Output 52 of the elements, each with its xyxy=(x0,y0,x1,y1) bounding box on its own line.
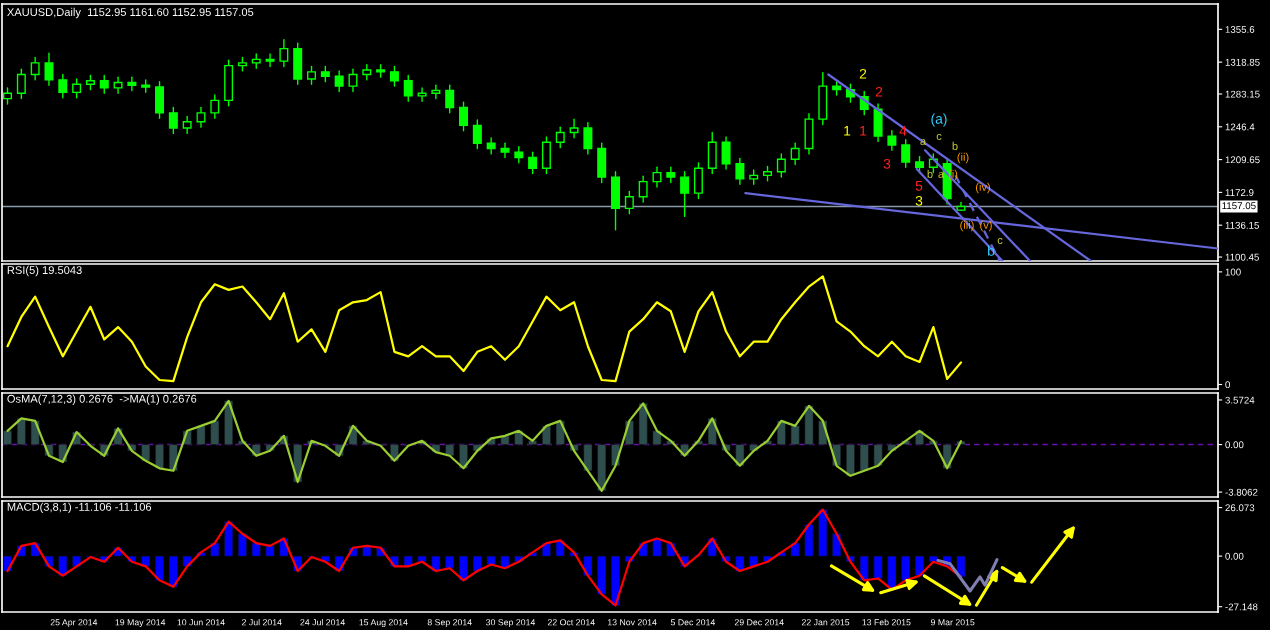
y-tick-label: 1318.85 xyxy=(1225,58,1260,66)
chart-title: OsMA(7,12,3) 0.2676 ->MA(1) 0.2676 xyxy=(7,394,197,405)
x-tick-label: 19 May 2014 xyxy=(115,619,166,628)
x-tick-label: 13 Nov 2014 xyxy=(607,619,657,626)
annotation: 4 xyxy=(899,126,907,136)
x-tick-label: 24 Jul 2014 xyxy=(300,618,345,626)
y-tick-label: 0 xyxy=(1225,381,1230,389)
y-tick-label: 100 xyxy=(1225,268,1241,276)
x-tick-label: 2 Jul 2014 xyxy=(242,618,282,626)
x-tick-label: 22 Oct 2014 xyxy=(547,619,595,626)
annotation: 1 xyxy=(860,126,867,136)
x-tick-label: 15 Aug 2014 xyxy=(359,619,408,628)
y-tick-label: 0.00 xyxy=(1225,441,1244,449)
y-tick-label: 1100.45 xyxy=(1225,253,1259,261)
annotation: 3 xyxy=(883,158,891,169)
chart-title: RSI(5) 19.5043 xyxy=(7,265,82,277)
annotation: b xyxy=(927,169,933,178)
y-tick-label: -27.148 xyxy=(1225,603,1258,611)
chart-title: MACD(3,8,1) -11.106 -11.106 xyxy=(7,502,152,514)
chart-title: XAUUSD,Daily 1152.95 1161.60 1152.95 1157.05 xyxy=(7,7,254,19)
annotation: 3 xyxy=(915,195,923,206)
x-tick-label: 10 Jun 2014 xyxy=(177,619,225,626)
x-tick-label: 13 Feb 2015 xyxy=(862,618,911,626)
annotation: 2 xyxy=(859,68,867,79)
y-tick-label: 1355.6 xyxy=(1225,26,1255,33)
y-tick-label: 1172.9 xyxy=(1225,189,1254,196)
annotation: 1 xyxy=(844,126,851,136)
annotation: b xyxy=(952,141,958,150)
annotation: (v) xyxy=(980,220,992,232)
x-tick-label: 5 Dec 2014 xyxy=(670,619,716,626)
y-tick-label: 1283.15 xyxy=(1225,90,1260,98)
annotation: (iv) xyxy=(975,182,991,194)
annotation: c xyxy=(997,237,1003,244)
y-tick-label: -3.8062 xyxy=(1225,488,1258,496)
x-tick-label: 22 Jan 2015 xyxy=(801,619,850,626)
annotation: 2 xyxy=(875,86,883,97)
x-tick-label: 9 Mar 2015 xyxy=(930,619,975,626)
x-tick-label: 30 Sep 2014 xyxy=(486,619,536,628)
y-tick-label: 26.073 xyxy=(1225,504,1255,512)
annotation: (a) xyxy=(931,113,947,127)
annotation: (ii) xyxy=(957,152,969,164)
y-tick-label: 0.00 xyxy=(1225,552,1244,560)
y-tick-label: 1246.4 xyxy=(1225,123,1255,131)
annotation: 5 xyxy=(915,181,923,191)
annotation: c xyxy=(936,133,942,140)
x-tick-label: 25 Apr 2014 xyxy=(50,619,98,628)
ref-line-label: 1157.05 xyxy=(1222,202,1256,210)
y-tick-label: 1209.65 xyxy=(1225,156,1260,164)
y-tick-label: 3.5724 xyxy=(1225,396,1255,404)
x-tick-label: 29 Dec 2014 xyxy=(734,619,784,626)
y-tick-label: 1136.15 xyxy=(1225,221,1259,229)
x-tick-label: 8 Sep 2014 xyxy=(427,619,472,628)
